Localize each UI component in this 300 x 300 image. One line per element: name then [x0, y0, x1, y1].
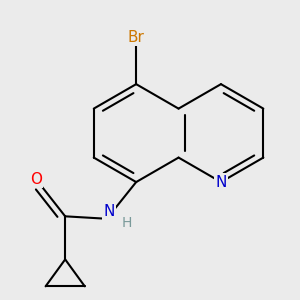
Text: O: O — [30, 172, 42, 187]
Text: N: N — [103, 204, 115, 219]
Text: H: H — [122, 216, 132, 230]
Text: N: N — [215, 175, 226, 190]
Text: Br: Br — [128, 30, 145, 45]
